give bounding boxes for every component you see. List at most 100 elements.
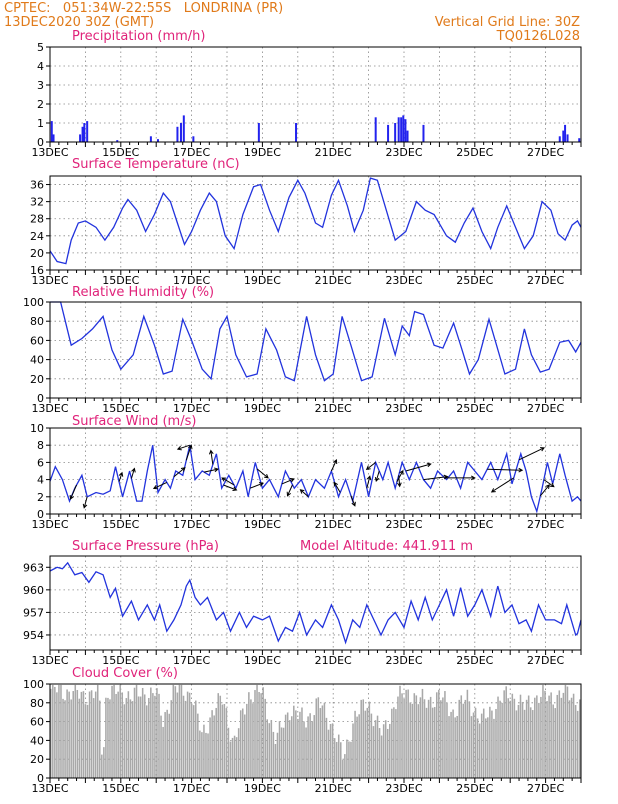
cloud-cover-bar [517,704,520,778]
cloud-cover-bar [278,721,281,778]
precipitation-bar [422,124,425,142]
cloud-cover-bar [380,735,383,778]
cloud-cover-bar [225,708,228,778]
cloud-cover-bar [241,708,244,778]
precipitation-bar [394,123,397,142]
cloud-cover-bar [252,703,254,778]
cloud-cover-bar [389,723,391,778]
wind-arrow [333,481,341,493]
pressure-xtick-label: 17DEC [173,654,210,667]
cloud-cover-bar [325,717,328,778]
precipitation-bar [52,134,55,142]
temperature-xtick-label: 15DEC [102,274,139,287]
cloud-cover-ytick-label: 40 [30,734,44,747]
pressure-xtick-label: 19DEC [244,654,281,667]
cloud-cover-bar [54,686,56,778]
header-model: TQ0126L028 [496,29,580,44]
precipitation-bar [81,126,84,142]
wind-arrow [405,462,432,472]
cloud-cover-bar [199,730,201,778]
wind-series-line [49,445,582,514]
cloud-cover-bar [335,741,338,778]
cloud-cover-xtick-label: 19DEC [244,782,281,795]
cloud-cover-bar [103,747,105,778]
cloud-cover-bar [440,700,442,778]
cloud-cover-bar [268,723,271,778]
wind-arrow [130,467,136,479]
cloud-cover-bar [452,709,454,778]
cloud-cover-bar [264,698,266,778]
cloud-cover-bar [86,704,89,778]
cloud-cover-bar [401,693,403,778]
cloud-cover-bar [344,754,346,778]
cloud-cover-bar [346,739,348,778]
cloud-cover-bar [244,714,246,778]
cloud-cover-bar [107,697,109,778]
cloud-cover-bar [542,684,544,778]
cloud-cover-bar [482,708,485,778]
cloud-cover-bar [337,734,340,778]
cloud-cover-bar [160,715,162,778]
cloud-cover-bar [511,693,514,778]
cloud-cover-bar [566,686,569,778]
cloud-cover-bar [323,702,326,778]
cloud-cover-xtick-label: 27DEC [527,782,564,795]
cloud-cover-bar [297,718,299,778]
cloud-cover-bar [174,686,177,778]
cloud-cover-bar [368,701,371,778]
cloud-cover-bar [317,697,320,778]
humidity-xtick-label: 23DEC [385,402,422,415]
cloud-cover-bar [386,728,389,778]
cloud-cover-bar [56,692,58,778]
cloud-cover-bar [470,716,473,778]
cloud-cover-bar [340,742,342,778]
wind-xtick-label: 19DEC [244,518,281,531]
cloud-cover-bar [158,693,160,778]
cloud-cover-bar [178,684,181,778]
cloud-cover-bar [529,707,532,778]
cloud-cover-bar [129,699,132,778]
cloud-cover-bar [197,713,199,778]
cloud-cover-bar [395,709,397,778]
cloud-cover-bar [556,694,559,778]
cloud-cover-bar [521,701,524,778]
cloud-cover-bar [360,699,362,778]
cloud-cover-bar [485,718,487,778]
cloud-cover-bar [205,732,207,778]
cloud-cover-ytick-label: 80 [30,697,44,710]
cloud-cover-bar [125,698,128,778]
header-date: 13DEC2020 30Z (GMT) [4,15,154,30]
cloud-cover-bar [372,726,375,778]
panels: Precipitation (mm/h) 0 1 2 3 4 5 13DEC 15DEC 17DE… [23,29,582,795]
temperature-xtick-label: 21DEC [315,274,352,287]
cloud-cover-bar [209,717,211,778]
cloud-cover-bar [239,710,242,778]
cloud-cover-bar [272,731,275,778]
cloud-cover-bar [99,700,101,778]
cloud-cover-ytick-label: 100 [23,678,44,691]
cloud-cover-bar [233,735,236,778]
wind-arrow [490,477,515,493]
cloud-cover-bar [435,692,438,778]
cloud-cover-bar [250,699,252,778]
cloud-cover-bar [133,687,136,778]
cloud-cover-bar [472,712,475,778]
cloud-cover-bar [274,743,277,778]
cloud-cover-bar [137,696,140,778]
wind-arrow [286,484,293,497]
cloud-cover-bar [52,684,54,778]
wind-arrow [152,482,168,490]
cloud-cover-bar [101,754,103,778]
precipitation-xtick-label: 25DEC [456,146,493,159]
cloud-cover-bar [66,689,68,778]
cloud-cover-bar [215,707,217,778]
wind-ytick-label: 10 [30,422,44,435]
pressure-xtick-label: 13DEC [31,654,68,667]
precipitation-bar [578,138,581,142]
cloud-cover-bar [152,693,154,778]
cloud-cover-bar [290,716,293,778]
cloud-cover-bar [68,691,70,778]
cloud-cover-bar [229,741,232,778]
cloud-cover-bar [374,720,377,778]
wind-arrow [173,467,186,478]
